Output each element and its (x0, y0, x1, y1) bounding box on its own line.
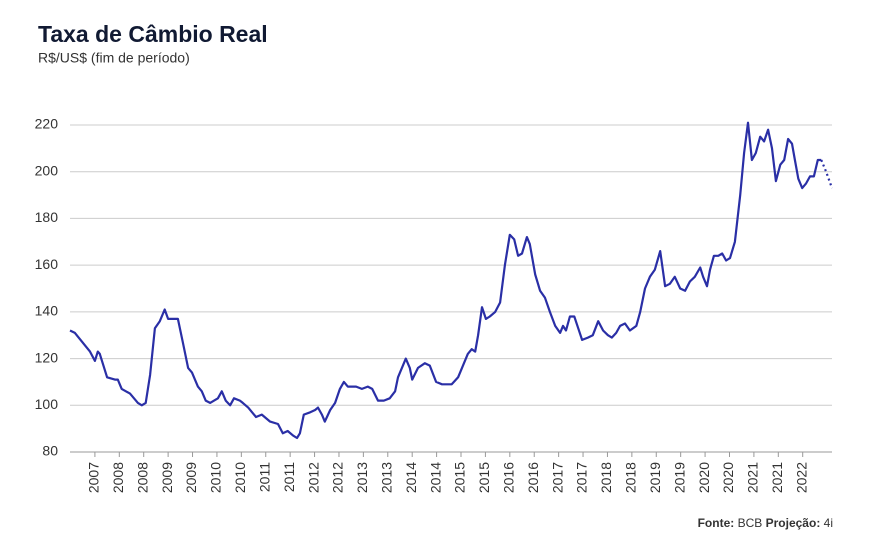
x-tick-label: 2007 (86, 462, 102, 493)
projection-label: Projeção: (766, 516, 821, 530)
x-tick-label: 2009 (159, 462, 175, 493)
source: BCB (738, 516, 763, 530)
x-tick-label: 2014 (403, 462, 419, 493)
projection-source: 4i (824, 516, 833, 530)
x-tick-label: 2017 (549, 462, 565, 493)
x-tick-label: 2009 (183, 462, 199, 493)
y-tick-label: 180 (35, 209, 59, 225)
x-tick-label: 2010 (232, 462, 248, 493)
y-tick-label: 120 (35, 349, 59, 365)
x-tick-label: 2017 (574, 462, 590, 493)
x-tick-label: 2008 (134, 462, 150, 493)
y-tick-label: 140 (35, 303, 59, 319)
x-tick-label: 2021 (769, 462, 785, 493)
x-tick-label: 2019 (671, 462, 687, 493)
chart-subtitle: R$/US$ (fim de período) (38, 50, 190, 66)
x-tick-label: 2021 (745, 462, 761, 493)
y-tick-label: 160 (35, 256, 59, 272)
x-tick-label: 2012 (330, 462, 346, 493)
x-tick-label: 2016 (501, 462, 517, 493)
y-tick-label: 100 (35, 396, 59, 412)
x-tick-label: 2014 (427, 462, 443, 493)
y-tick-label: 220 (35, 116, 59, 132)
x-tick-label: 2011 (281, 462, 297, 492)
x-tick-label: 2018 (623, 462, 639, 493)
line-series (69, 121, 822, 440)
source-note: Fonte: BCB Projeção: 4i (698, 516, 833, 530)
x-tick-label: 2020 (696, 462, 712, 493)
x-tick-label: 2010 (208, 462, 224, 493)
x-tick-label: 2013 (354, 462, 370, 493)
x-tick-label: 2015 (452, 462, 468, 493)
x-tick-label: 2012 (305, 462, 321, 493)
x-tick-label: 2015 (476, 462, 492, 493)
source-label: Fonte: (698, 516, 735, 530)
x-tick-label: 2020 (720, 462, 736, 493)
x-tick-label: 2011 (256, 462, 272, 492)
x-tick-label: 2013 (378, 462, 394, 493)
chart-title: Taxa de Câmbio Real (38, 21, 268, 47)
x-tick-label: 2019 (647, 462, 663, 493)
y-tick-label: 80 (42, 443, 58, 459)
y-tick-label: 200 (35, 162, 59, 178)
x-tick-label: 2018 (598, 462, 614, 493)
x-tick-label: 2022 (793, 462, 809, 493)
x-tick-label: 2016 (525, 462, 541, 493)
x-tick-label: 2008 (110, 462, 126, 493)
line-series (820, 159, 834, 189)
